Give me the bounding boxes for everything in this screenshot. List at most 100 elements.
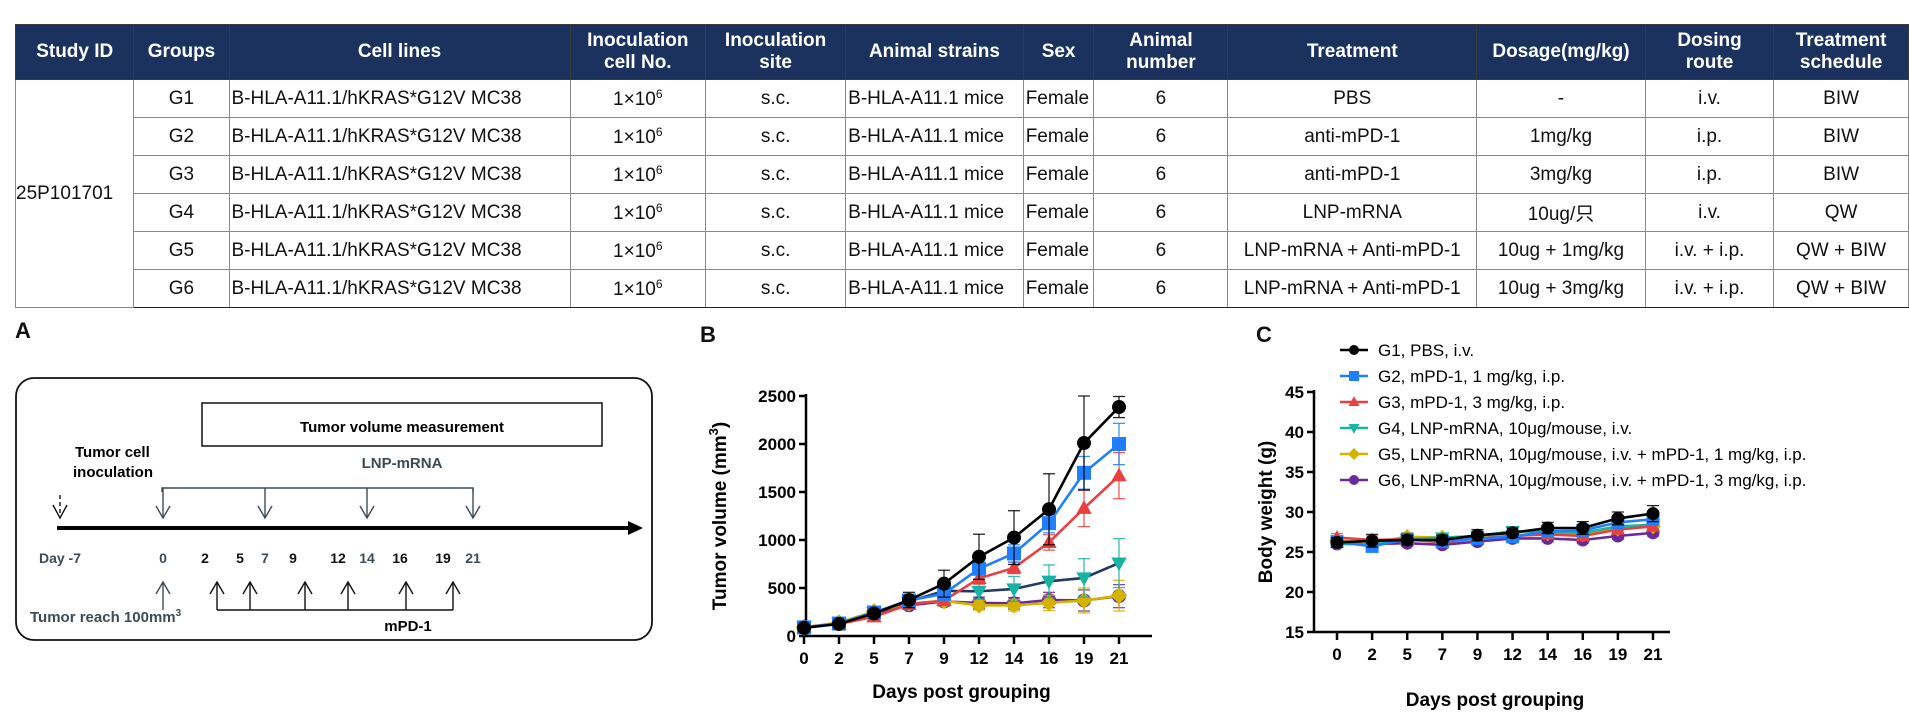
animal-number-cell: 6 <box>1093 269 1229 308</box>
up-arrow-icon <box>297 580 313 595</box>
lnp-bracket <box>161 487 474 492</box>
legend-label: G3, mPD-1, 3 mg/kg, i.p. <box>1378 393 1565 412</box>
y-tick-label: 45 <box>1285 383 1304 402</box>
treatment-cell: PBS <box>1227 79 1478 118</box>
cell-number-cell: 1×106 <box>569 269 707 308</box>
data-point <box>1007 530 1021 545</box>
cell-line-cell: B-HLA-A11.1/hKRAS*G12V MC38 <box>228 231 571 270</box>
treatment-schedule-cell: QW + BIW <box>1773 269 1909 308</box>
group-cell: G6 <box>133 269 230 308</box>
y-tick-label: 1000 <box>758 531 796 550</box>
data-point <box>1541 521 1555 535</box>
table-row: G3 B-HLA-A11.1/hKRAS*G12V MC38 1×106 s.c. B-… <box>16 155 1909 194</box>
day-label: 14 <box>359 550 375 566</box>
day-label: 12 <box>330 550 346 566</box>
group-cell: G4 <box>133 193 230 232</box>
data-point <box>1435 533 1449 547</box>
legend-label: G6, LNP-mRNA, 10μg/mouse, i.v. + mPD-1, … <box>1378 471 1806 490</box>
up-arrow-icon <box>340 580 356 595</box>
data-point <box>1348 448 1360 460</box>
data-point <box>1365 534 1379 548</box>
y-tick-label: 500 <box>768 579 796 598</box>
data-point <box>797 620 811 635</box>
animal-strain-cell: B-HLA-A11.1 mice <box>845 155 1024 194</box>
dosing-route-cell: i.v. + i.p. <box>1644 231 1775 270</box>
column-header: Sex <box>1022 24 1095 80</box>
sex-cell: Female <box>1022 117 1095 156</box>
study-schematic: Tumor volume measurement LNP-mRNA Tumor ce… <box>15 377 653 641</box>
panel-label-b: B <box>700 322 716 347</box>
legend-label: G2, mPD-1, 1 mg/kg, i.p. <box>1378 367 1565 386</box>
day-label: 0 <box>159 550 167 566</box>
dosing-route-cell: i.p. <box>1644 117 1775 156</box>
study-design-table: Study ID Groups Cell lines Inoculation cell … <box>14 24 1909 308</box>
mpd1-label: mPD-1 <box>384 618 432 635</box>
data-point <box>1506 526 1520 540</box>
panel-label-c: C <box>1256 322 1272 347</box>
inoculation-site-cell: s.c. <box>705 193 847 232</box>
series-line <box>1336 517 1654 548</box>
sex-cell: Female <box>1022 155 1095 194</box>
cell-number-cell: 1×106 <box>569 117 707 156</box>
animal-strain-cell: B-HLA-A11.1 mice <box>845 79 1024 118</box>
cell-line-cell: B-HLA-A11.1/hKRAS*G12V MC38 <box>228 155 571 194</box>
treatment-schedule-cell: BIW <box>1773 79 1909 118</box>
x-tick-label: 0 <box>799 649 808 668</box>
data-point <box>832 617 846 631</box>
x-tick-label: 0 <box>1332 645 1341 664</box>
y-tick-label: 30 <box>1285 503 1304 522</box>
data-point <box>1076 500 1092 514</box>
legend-item: G4, LNP-mRNA, 10μg/mouse, i.v. <box>1340 419 1632 438</box>
superscript: 3 <box>706 428 721 435</box>
exponent: 6 <box>655 276 663 291</box>
sex-cell: Female <box>1022 231 1095 270</box>
table-row: G6 B-HLA-A11.1/hKRAS*G12V MC38 1×106 s.c. B-… <box>16 269 1909 308</box>
data-point <box>1349 475 1359 485</box>
column-header: Treatment schedule <box>1773 24 1909 80</box>
sex-cell: Female <box>1022 269 1095 308</box>
inoculation-site-cell: s.c. <box>705 155 847 194</box>
data-point <box>1400 533 1414 547</box>
table-row: G4 B-HLA-A11.1/hKRAS*G12V MC38 1×106 s.c. B-… <box>16 193 1909 232</box>
treatment-cell: LNP-mRNA + Anti-mPD-1 <box>1227 231 1478 270</box>
animal-number-cell: 6 <box>1093 79 1229 118</box>
x-tick-label: 16 <box>1040 649 1059 668</box>
x-tick-label: 12 <box>970 649 989 668</box>
exponent: 6 <box>655 200 663 215</box>
legend-label: G1, PBS, i.v. <box>1378 341 1474 360</box>
group-cell: G2 <box>133 117 230 156</box>
column-header: Dosage(mg/kg) <box>1476 24 1646 80</box>
data-point <box>902 593 916 607</box>
legend-item: G3, mPD-1, 3 mg/kg, i.p. <box>1340 393 1565 412</box>
y-tick-label: 1500 <box>758 483 796 502</box>
series-1 <box>797 395 1126 635</box>
exponent: 6 <box>655 238 663 253</box>
treatment-schedule-cell: QW <box>1773 193 1909 232</box>
table-body: 25P101701 G1 B-HLA-A11.1/hKRAS*G12V MC38 1×… <box>14 79 1909 308</box>
x-tick-label: 2 <box>1367 645 1376 664</box>
x-axis-title: Days post grouping <box>1406 690 1584 711</box>
up-arrow-icon <box>398 580 414 595</box>
data-point <box>1112 437 1126 451</box>
x-tick-label: 5 <box>1402 645 1411 664</box>
treatment-cell: anti-mPD-1 <box>1227 155 1478 194</box>
legend-item: G2, mPD-1, 1 mg/kg, i.p. <box>1340 367 1565 386</box>
dosing-route-cell: i.v. <box>1644 193 1775 232</box>
down-arrow-icon <box>155 505 171 520</box>
cell-number-cell: 1×106 <box>569 193 707 232</box>
group-cell: G3 <box>133 155 230 194</box>
panel-label-a: A <box>15 318 31 343</box>
up-arrow-icon <box>445 580 461 595</box>
dosing-route-cell: i.p. <box>1644 155 1775 194</box>
data-point <box>1110 587 1128 605</box>
dosage-cell: 1mg/kg <box>1476 117 1646 156</box>
measurement-box <box>201 402 603 447</box>
dosage-cell: 10ug + 3mg/kg <box>1476 269 1646 308</box>
data-point <box>972 549 986 564</box>
sex-cell: Female <box>1022 79 1095 118</box>
inoculation-label-line1: Tumor cell <box>75 444 150 461</box>
legend-item: G5, LNP-mRNA, 10μg/mouse, i.v. + mPD-1, … <box>1340 445 1806 464</box>
column-header: Animal number <box>1093 24 1229 80</box>
day-label: 21 <box>465 550 481 566</box>
